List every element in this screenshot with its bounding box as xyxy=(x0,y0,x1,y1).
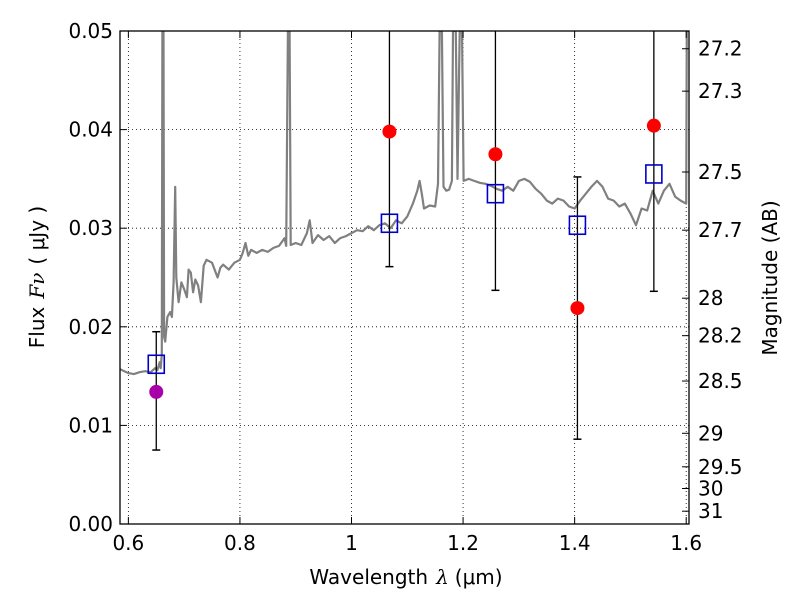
marker-layer xyxy=(147,118,663,399)
right-tick-label: 28.2 xyxy=(698,324,743,348)
x-tick-label: 0.8 xyxy=(224,531,256,555)
observed-flux-point xyxy=(382,124,397,139)
x-tick-label: 1 xyxy=(345,531,358,555)
x-axis-title: Wavelength λ (μm) xyxy=(309,565,502,589)
right-tick-label: 29.5 xyxy=(698,455,743,479)
observed-flux-point xyxy=(646,118,661,133)
y-axis-title-text: Flux xyxy=(25,306,49,348)
model-flux-square xyxy=(645,164,663,184)
model-flux-square xyxy=(380,213,399,234)
right-tick-label: 30 xyxy=(698,477,723,501)
model-flux-square xyxy=(568,215,587,236)
right-axis-title: Magnitude (AB) xyxy=(758,200,782,355)
y-tick-label: 0.02 xyxy=(68,315,113,339)
x-axis-title-text: Wavelength xyxy=(309,565,428,589)
grid-lines xyxy=(120,30,689,525)
x-tick-label: 1.6 xyxy=(670,531,702,555)
x-axis-title-unit: (μm) xyxy=(455,565,503,589)
observed-flux-point xyxy=(488,147,503,162)
model-flux-square xyxy=(147,354,166,375)
errorbar-layer xyxy=(152,31,658,451)
y-tick-label: 0.03 xyxy=(68,216,113,240)
right-tick-label: 28.5 xyxy=(698,369,743,393)
x-tick-label: 0.6 xyxy=(112,531,144,555)
y-tick-label: 0.01 xyxy=(68,413,113,437)
right-tick-label: 27.5 xyxy=(698,160,743,184)
right-tick-label: 31 xyxy=(698,499,723,523)
x-axis-title-symbol: λ xyxy=(435,565,449,589)
spectrum-layer xyxy=(120,31,689,376)
y-tick-label: 0.00 xyxy=(68,512,113,536)
observed-flux-point xyxy=(149,384,164,399)
right-tick-label: 27.3 xyxy=(698,79,743,103)
right-tick-label: 28 xyxy=(698,286,723,310)
plot-frame xyxy=(119,30,690,525)
right-tick-label: 27.7 xyxy=(698,218,743,242)
y-axis-title-symbol: Fν xyxy=(25,273,49,300)
spectrum-line xyxy=(120,31,689,376)
right-tick-label: 27.2 xyxy=(698,37,743,61)
y-tick-label: 0.04 xyxy=(68,118,113,142)
y-tick-labels: 0.00 0.01 0.02 0.03 0.04 0.05 xyxy=(68,19,113,536)
y-axis-title-unit: ( μJy ) xyxy=(25,206,49,265)
y-tick-label: 0.05 xyxy=(68,19,113,43)
x-tick-label: 1.4 xyxy=(559,531,591,555)
axis-ticks xyxy=(120,30,689,525)
y-axis-title: Flux Fν ( μJy ) xyxy=(25,206,49,348)
right-tick-label: 29 xyxy=(698,421,723,445)
x-tick-labels: 0.6 0.8 1 1.2 1.4 1.6 xyxy=(112,531,702,555)
observed-flux-point xyxy=(570,301,585,316)
model-flux-square xyxy=(486,183,505,204)
x-tick-label: 1.2 xyxy=(447,531,479,555)
